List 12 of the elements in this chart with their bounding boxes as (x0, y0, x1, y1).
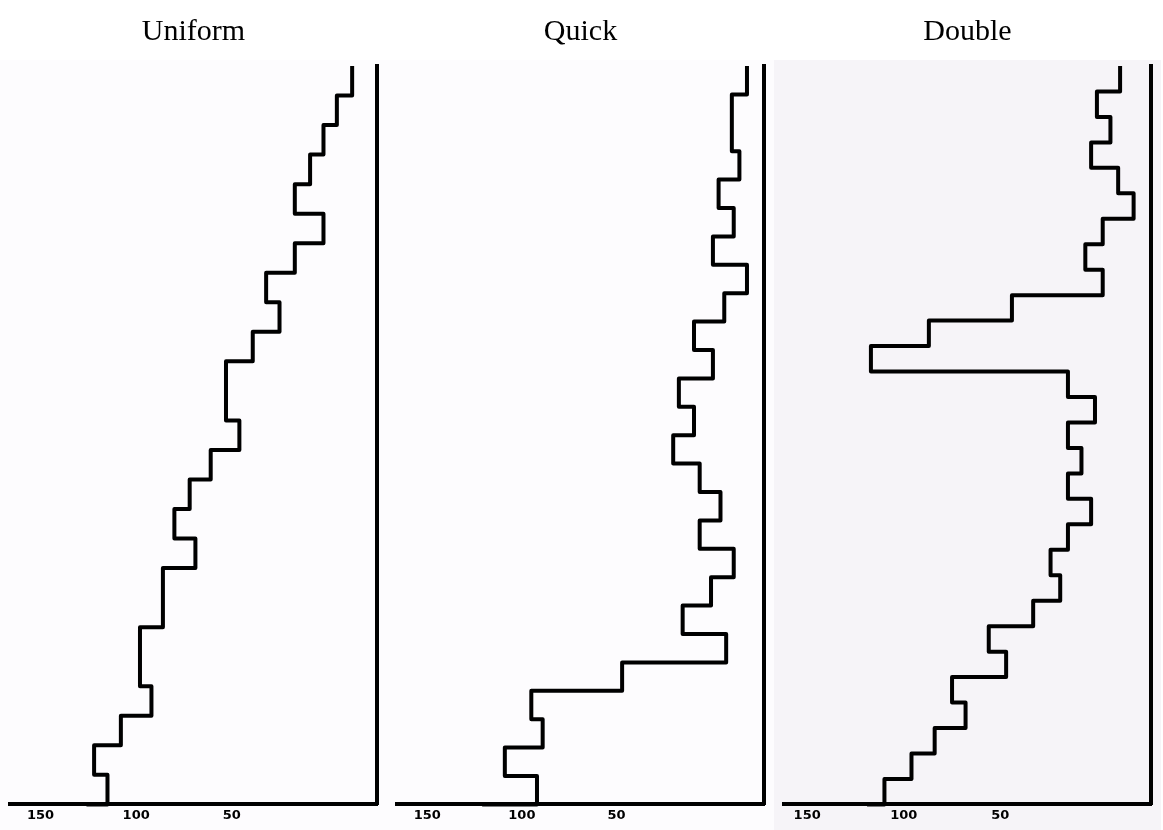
x-tick-label: 150 (27, 806, 55, 822)
chart-title: Uniform (0, 0, 387, 60)
chart-title: Quick (387, 0, 774, 60)
x-tick-label: 50 (991, 806, 1010, 822)
x-tick-label: 100 (890, 806, 918, 822)
x-tick-label: 100 (122, 806, 150, 822)
x-tick-label: 150 (793, 806, 821, 822)
x-tick-label: 150 (413, 806, 441, 822)
x-tick-label: 50 (607, 806, 626, 822)
x-tick-label: 50 (222, 806, 241, 822)
chart-title: Double (774, 0, 1161, 60)
x-tick-label: 100 (508, 806, 536, 822)
